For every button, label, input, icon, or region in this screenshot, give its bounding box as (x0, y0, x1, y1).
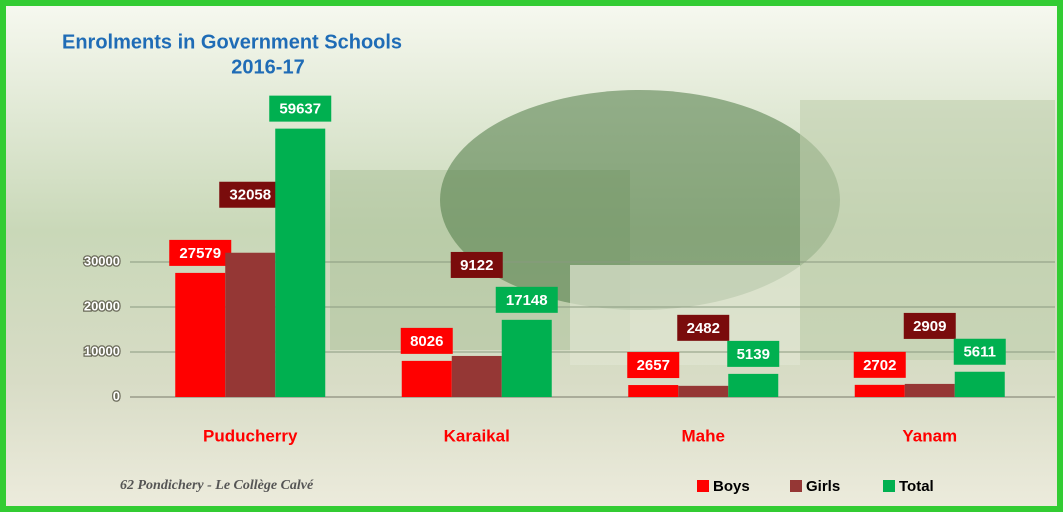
photo-caption: 62 Pondichery - Le Collège Calvé (120, 478, 314, 493)
bar (275, 128, 326, 398)
bar (401, 360, 452, 397)
legend-label: Girls (806, 478, 840, 495)
chart-title: Enrolments in Government Schools (62, 31, 402, 53)
chart-subtitle: 2016-17 (231, 56, 304, 78)
value-label-box (903, 312, 956, 339)
bar (501, 319, 552, 397)
bar (854, 384, 905, 397)
legend-label: Boys (713, 478, 750, 495)
value-label-box (727, 340, 780, 367)
legend-swatch (697, 480, 709, 492)
x-tick-label: Karaikal (444, 426, 510, 445)
x-tick-label: Yanam (902, 426, 957, 445)
value-label-box (450, 251, 503, 278)
bar (904, 383, 955, 397)
value-label: 2657 (637, 357, 670, 374)
bar (678, 385, 729, 397)
bar (451, 355, 502, 397)
tree (440, 90, 840, 310)
legend-swatch (790, 480, 802, 492)
value-label-box (627, 352, 680, 379)
value-label: 9122 (460, 257, 493, 274)
bar (954, 371, 1005, 397)
legend-label: Total (899, 478, 934, 495)
legend-swatch (883, 480, 895, 492)
value-label: 27579 (179, 245, 221, 262)
value-label: 59637 (279, 101, 321, 118)
y-tick-label: 20000 (84, 298, 120, 313)
value-label-box (219, 181, 282, 208)
value-label-box (169, 239, 232, 266)
bar (628, 385, 679, 397)
value-label-box (853, 351, 906, 378)
value-label-box (495, 286, 558, 313)
y-tick-label: 0 (113, 388, 120, 403)
value-label: 32058 (229, 187, 271, 204)
value-label: 17148 (506, 292, 548, 309)
value-label: 8026 (410, 333, 443, 350)
value-label-box (677, 314, 730, 341)
value-label: 5139 (737, 346, 770, 363)
x-tick-label: Mahe (682, 426, 725, 445)
y-tick-label: 10000 (84, 343, 120, 358)
bar (225, 252, 276, 397)
value-label: 2909 (913, 318, 946, 335)
value-label: 2482 (687, 320, 720, 337)
value-label-box (953, 338, 1006, 365)
x-tick-label: Puducherry (203, 426, 298, 445)
value-label-box (400, 327, 453, 354)
value-label: 5611 (963, 344, 996, 361)
value-label: 2702 (863, 357, 896, 374)
bar (728, 373, 779, 397)
y-tick-label: 30000 (84, 253, 120, 268)
bar (175, 272, 226, 397)
value-label-box (269, 95, 332, 122)
